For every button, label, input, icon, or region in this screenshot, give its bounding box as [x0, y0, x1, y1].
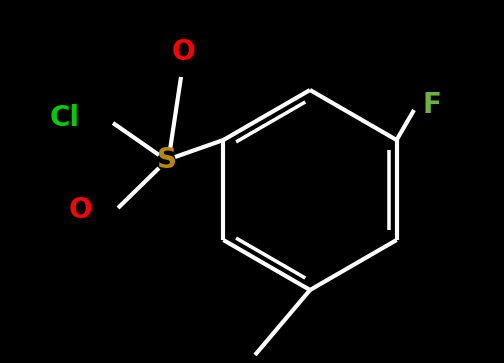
Text: Cl: Cl [50, 104, 80, 132]
Text: O: O [171, 38, 195, 66]
Text: O: O [68, 196, 92, 224]
Text: S: S [157, 146, 177, 174]
Text: F: F [422, 91, 442, 119]
